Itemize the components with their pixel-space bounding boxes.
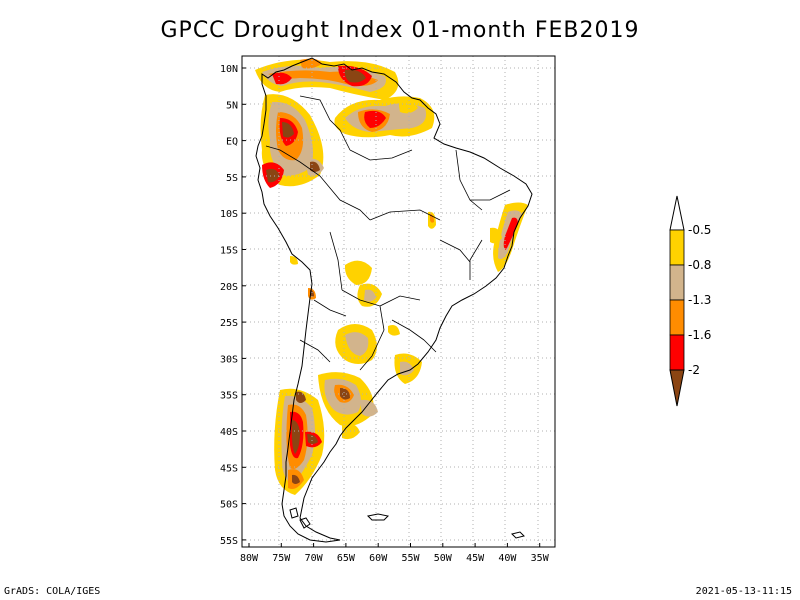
lon-label: 55W [401, 553, 420, 564]
lon-label: 50W [434, 553, 453, 564]
lon-label: 45W [466, 553, 485, 564]
lon-label: 40W [498, 553, 517, 564]
legend-label: -0.5 [688, 223, 711, 237]
lon-label: 65W [337, 553, 356, 564]
footer-timestamp: 2021-05-13-11:15 [695, 586, 792, 597]
lon-label: 75W [272, 553, 291, 564]
lat-label: 20S [220, 282, 238, 293]
lat-label: 45S [220, 463, 238, 474]
longitude-labels: 80W 75W 70W 65W 60W 55W 50W 45W 40W 35W [240, 543, 550, 564]
lon-label: 70W [305, 553, 324, 564]
legend-swatch-tan [669, 264, 685, 301]
legend-label: -1.3 [688, 293, 711, 307]
coastlines-and-borders [255, 57, 533, 543]
lat-label: 35S [220, 391, 238, 402]
south-america-coastline [255, 57, 533, 543]
legend-label: -2 [688, 363, 700, 377]
lat-label: 15S [220, 246, 238, 257]
lat-label: 55S [220, 536, 238, 547]
lat-label: 25S [220, 318, 238, 329]
legend-labels: -0.5 -0.8 -1.3 -1.6 -2 [688, 223, 711, 377]
lat-label: 40S [220, 427, 238, 438]
latitude-labels: 10N 5N EQ 5S 10S 15S 20S 25S 30S 35S 40S 45S 50S 55S [220, 64, 246, 547]
legend-label: -1.6 [688, 328, 711, 342]
lat-label: EQ [226, 137, 238, 148]
lat-label: 50S [220, 500, 238, 511]
lat-label: 30S [220, 354, 238, 365]
footer-credit: GrADS: COLA/IGES [4, 586, 101, 597]
map-title: GPCC Drought Index 01-month FEB2019 [160, 18, 640, 43]
country-borders [265, 95, 511, 371]
map-frame [241, 55, 556, 548]
lat-label: 5S [226, 173, 238, 184]
drought-region-guianas [334, 96, 435, 138]
legend-arrow-top [669, 195, 685, 231]
graticule [242, 56, 555, 547]
lat-label: 10S [220, 209, 238, 220]
legend-swatch-yellow [669, 229, 685, 266]
legend-swatch-red [669, 334, 685, 371]
drought-shading [255, 58, 528, 495]
drought-region-interior [290, 211, 436, 336]
lon-label: 35W [531, 553, 550, 564]
lon-label: 80W [240, 553, 259, 564]
drought-region-chile [274, 388, 325, 495]
drought-region-andes-north [260, 94, 324, 188]
legend-swatch-orange [669, 299, 685, 336]
drought-region-central-south [318, 324, 422, 440]
islands [289, 507, 525, 539]
lat-label: 5N [226, 100, 238, 111]
legend-arrow-bottom [669, 369, 685, 407]
legend-colorbar: -0.5 -0.8 -1.3 -1.6 -2 [669, 195, 711, 407]
lon-label: 60W [369, 553, 388, 564]
legend-label: -0.8 [688, 258, 711, 272]
lat-label: 10N [220, 64, 238, 75]
